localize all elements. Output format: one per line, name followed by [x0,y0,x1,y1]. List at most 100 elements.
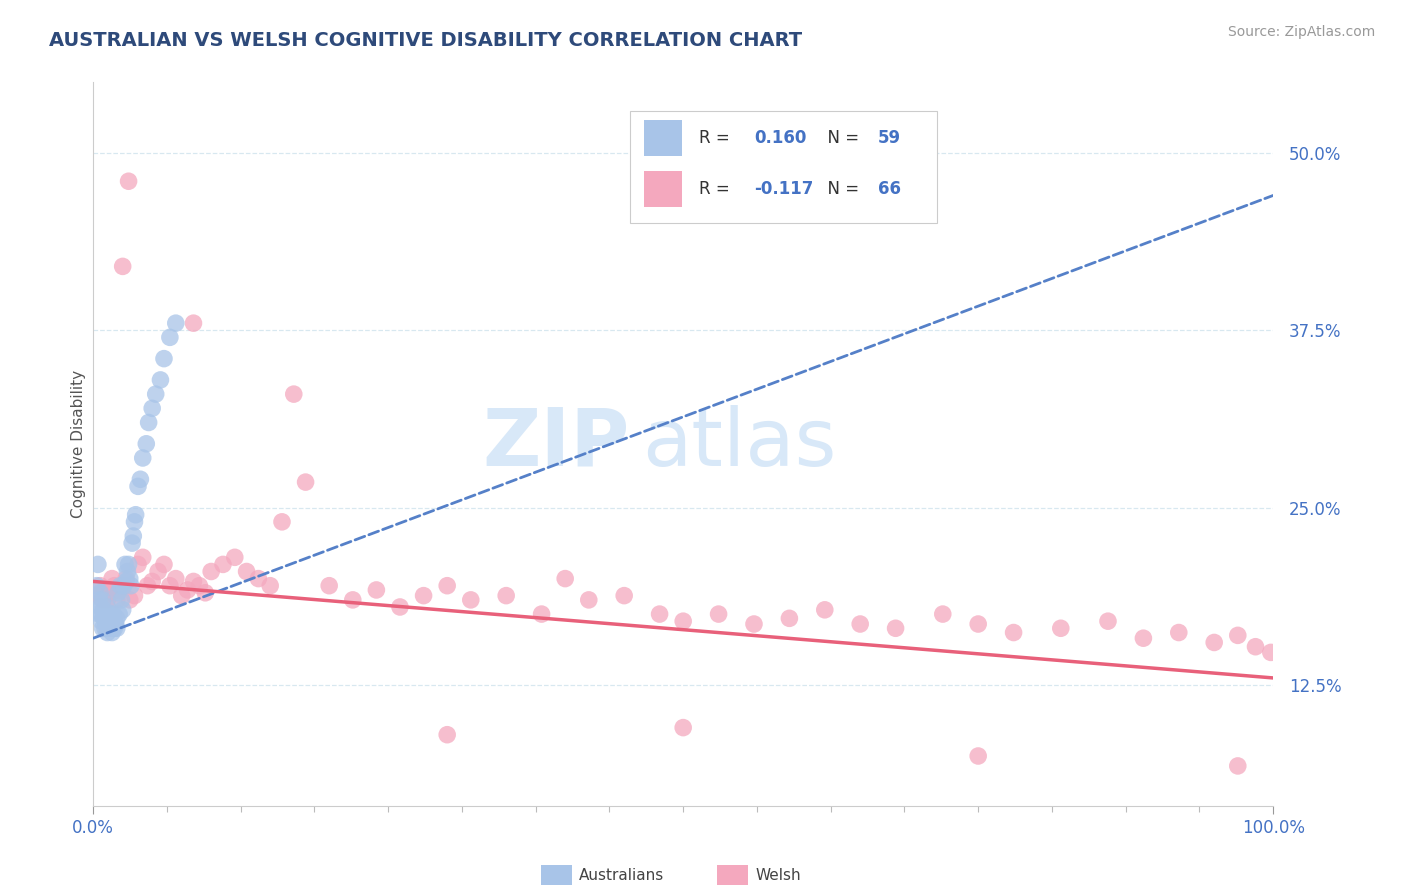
Text: R =: R = [699,129,734,147]
Point [117,558,139,572]
Point [224,550,246,565]
Point [271,515,294,529]
Point [436,728,458,742]
Point [388,599,411,614]
Point [366,582,388,597]
Point [170,589,193,603]
Point [122,529,145,543]
Point [1049,621,1071,635]
Point [648,607,671,621]
Text: 66: 66 [877,180,901,198]
Point [87,607,110,621]
Point [342,593,364,607]
Point [967,749,990,764]
Point [107,586,129,600]
Text: ZIP: ZIP [482,405,630,483]
Point [91,621,114,635]
Point [124,589,146,603]
Y-axis label: Cognitive Disability: Cognitive Disability [72,369,86,518]
Point [111,603,134,617]
Point [1132,631,1154,645]
Text: -0.117: -0.117 [754,180,813,198]
Point [96,610,118,624]
Point [460,593,482,607]
Point [120,579,142,593]
Point [111,579,134,593]
Point [94,607,117,621]
Point [97,607,120,621]
Point [118,593,141,607]
Point [436,579,458,593]
Point [967,617,990,632]
Point [91,593,114,607]
Point [412,589,434,603]
Point [932,607,955,621]
Point [318,579,340,593]
Point [146,565,169,579]
Point [104,617,127,632]
Point [132,450,155,465]
Point [183,574,205,589]
Point [111,260,134,274]
Point [495,589,517,603]
Point [129,472,152,486]
Point [98,621,121,635]
Point [97,614,120,628]
Point [127,558,149,572]
Point [90,607,112,621]
Point [1244,640,1267,654]
Text: Australians: Australians [579,868,665,882]
Point [112,579,135,593]
Point [96,617,118,632]
Point [98,586,121,600]
Point [105,611,128,625]
Point [183,316,205,330]
Point [100,617,122,632]
Point [141,574,163,589]
Point [153,351,176,366]
FancyBboxPatch shape [630,111,936,223]
Point [115,572,138,586]
Point [103,579,125,593]
Point [115,574,138,589]
Point [742,617,765,632]
Point [93,611,115,625]
Point [294,475,316,489]
Point [103,621,125,635]
Point [165,316,187,330]
Point [108,607,131,621]
Point [118,572,141,586]
Text: N =: N = [817,180,863,198]
Point [578,593,600,607]
Point [176,582,198,597]
Point [89,579,111,593]
Text: 59: 59 [877,129,901,147]
Point [554,572,576,586]
Point [1226,759,1249,773]
Point [849,617,872,632]
Point [101,572,124,586]
Point [235,565,257,579]
Point [165,572,187,586]
Point [159,330,181,344]
Point [132,550,155,565]
Point [247,572,270,586]
Point [141,401,163,416]
Point [91,593,114,607]
Point [87,558,110,572]
Text: R =: R = [699,180,734,198]
Point [1204,635,1226,649]
Bar [644,171,682,207]
Point [530,607,553,621]
Point [613,589,636,603]
Point [124,508,146,522]
Point [93,603,115,617]
Point [124,515,146,529]
Point [1226,628,1249,642]
Point [145,387,167,401]
Point [672,721,695,735]
Point [101,614,124,628]
Point [188,579,211,593]
Point [87,593,110,607]
Point [707,607,730,621]
